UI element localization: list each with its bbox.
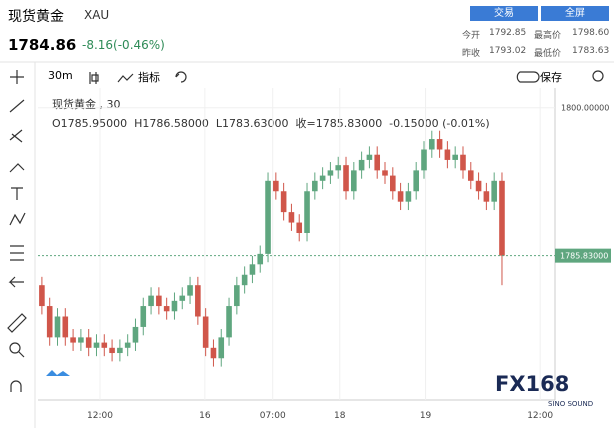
candle-body [273, 180, 279, 192]
candle-body [421, 149, 427, 171]
candle-body [132, 326, 139, 343]
candle-body [124, 342, 131, 348]
legend-ohlc: O1785.95000 H1786.58000 L1783.63000 收=17… [52, 116, 490, 130]
candle-body [249, 264, 256, 275]
stat-label: 最低价 [534, 49, 562, 59]
candle-body [85, 337, 92, 348]
candle-body [70, 337, 76, 343]
candle-body [101, 342, 108, 348]
stat-value: 1793.02 [489, 46, 527, 56]
candle-body [257, 253, 264, 265]
candle-body [343, 165, 349, 192]
candle-body [117, 347, 123, 354]
candle-body [483, 191, 490, 202]
stat-value: 1783.63 [572, 46, 610, 56]
watermark-sub: SINO SOUND [548, 400, 593, 408]
candle-body [93, 342, 100, 348]
candle-body [54, 316, 61, 338]
candle-body [405, 191, 412, 202]
x-tick-label: 07:00 [260, 411, 286, 421]
candle-body [358, 159, 365, 171]
candle-body [436, 139, 443, 150]
candle-body [46, 306, 53, 338]
candle-body [382, 170, 388, 176]
interval[interactable]: 30m [48, 69, 73, 82]
symbol-code: XAU [84, 8, 110, 22]
candle-body [491, 180, 497, 202]
candle-body [156, 295, 162, 307]
last-price-box [555, 248, 611, 263]
last-price-label: 1785.83000 [560, 252, 608, 261]
candle-body [428, 139, 435, 150]
legend-title: 现货黄金 , 30 [52, 97, 121, 111]
candle-body [140, 306, 147, 327]
x-tick-label: 12:00 [87, 411, 113, 421]
candle-body [374, 154, 381, 171]
candle-body [171, 300, 178, 312]
candle-body [475, 180, 482, 192]
candle-body [460, 154, 466, 171]
candle-body [390, 175, 396, 192]
candle-body [280, 191, 287, 213]
price: 1784.86 [8, 36, 77, 54]
stat-value: 1792.85 [489, 28, 527, 38]
candle-body [78, 337, 84, 343]
fullscreen-button[interactable]: 全屏 [541, 6, 609, 21]
candle-body [163, 306, 170, 312]
candle-body [187, 285, 193, 296]
logo-icon [46, 370, 70, 376]
candle-body [195, 285, 201, 317]
stat-label: 昨收 [462, 49, 481, 59]
candle-body [179, 295, 186, 301]
x-tick-label: 12:00 [527, 411, 553, 421]
candle-body [335, 165, 342, 171]
price-change: -8.16(-0.46%) [82, 38, 165, 52]
candle-body [312, 180, 318, 192]
candle-body [413, 170, 419, 192]
candle-body [39, 285, 45, 307]
toolbar-icons [7, 70, 604, 392]
candle-body [397, 191, 404, 202]
candle-body [241, 274, 248, 286]
candle-body [202, 316, 209, 348]
candle-body [226, 306, 232, 338]
candle-body [62, 316, 69, 338]
candle-body [319, 175, 326, 181]
candle-body [499, 180, 505, 256]
candle-body [467, 170, 474, 181]
candle-body [366, 154, 373, 160]
candle-body [351, 170, 357, 192]
candle-body [444, 149, 451, 160]
candle-body [210, 347, 217, 359]
candle-body [265, 180, 271, 254]
candle-body [234, 285, 240, 307]
stat-label: 最高价 [534, 31, 562, 41]
y-tick-label: 1800.00000 [561, 104, 609, 113]
candle-body [109, 347, 115, 354]
candle-body [288, 212, 295, 223]
x-tick-label: 18 [334, 411, 346, 421]
trade-button[interactable]: 交易 [470, 6, 538, 21]
candle-body [296, 222, 303, 233]
x-tick-label: 16 [199, 411, 211, 421]
candle-body [327, 170, 334, 176]
stat-label: 今开 [462, 31, 481, 41]
candle-body [218, 337, 225, 359]
stat-value: 1798.60 [572, 28, 610, 38]
indicators[interactable]: 指标 [138, 71, 160, 84]
save[interactable]: 保存 [540, 71, 562, 84]
candle-body [452, 154, 458, 160]
x-tick-label: 19 [420, 411, 432, 421]
candle-body [148, 295, 154, 307]
watermark-logo: FX168 [495, 372, 569, 396]
candle-body [304, 191, 310, 233]
symbol-name: 现货黄金 [8, 9, 64, 25]
